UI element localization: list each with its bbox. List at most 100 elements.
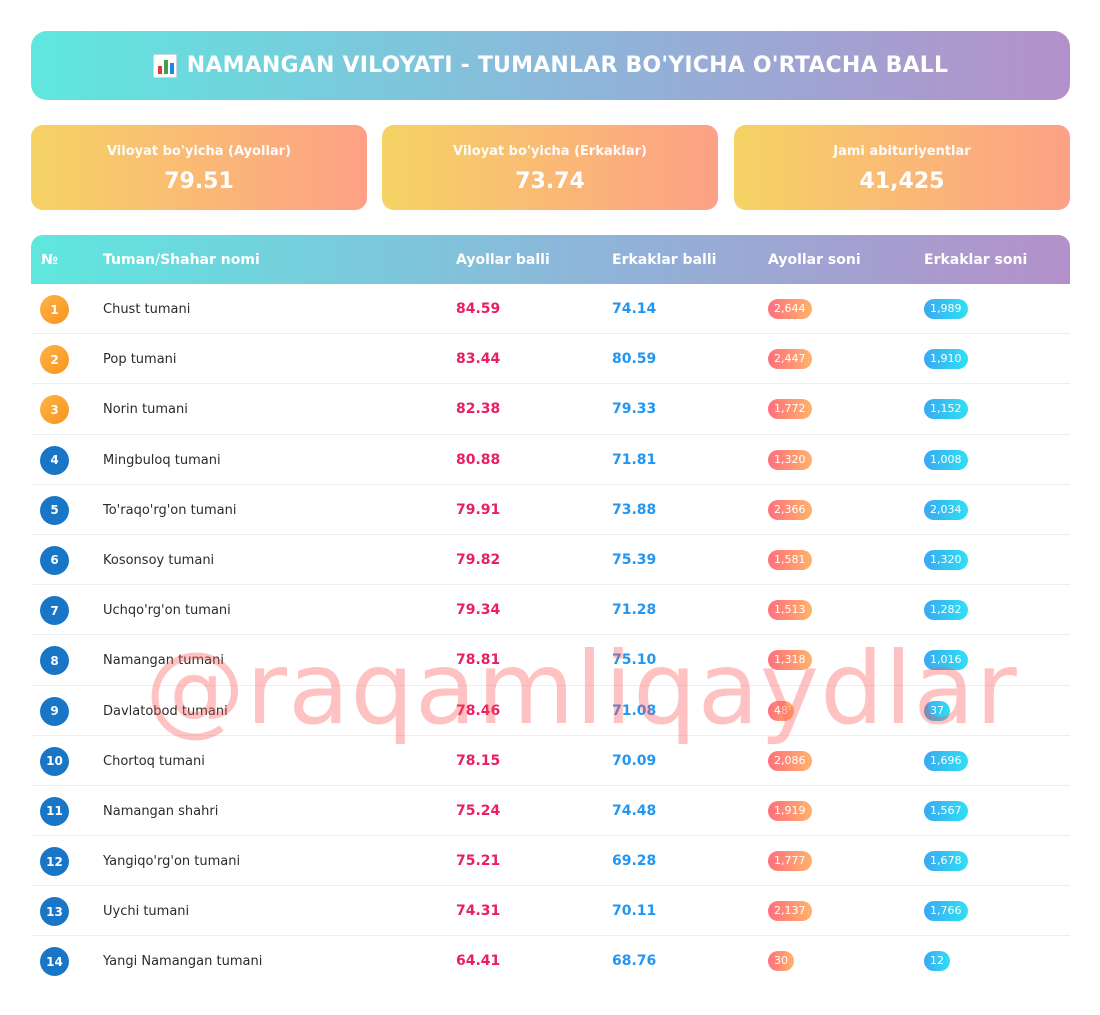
table-row: 1 Chust tumani 84.59 74.14 2,644 1,989 [31, 284, 1070, 335]
table-row: 12 Yangiqo'rg'on tumani 75.21 69.28 1,777 1,6… [31, 836, 1070, 887]
district-name: Pop tumani [103, 352, 177, 368]
male-score: 71.08 [612, 702, 657, 719]
table-row: 8 Namangan tumani 78.81 75.10 1,318 1,016 [31, 635, 1070, 686]
female-score: 79.82 [456, 551, 501, 568]
stat-label: Jami abituriyentlar [833, 144, 971, 159]
rank-badge: 2 [40, 345, 69, 375]
column-header-male-count: Erkaklar soni [924, 252, 1028, 268]
district-name: Chortoq tumani [103, 753, 205, 769]
male-count-badge: 1,152 [924, 399, 968, 420]
female-score: 78.81 [456, 652, 501, 669]
district-name: Chust tumani [103, 302, 191, 317]
female-score: 79.34 [456, 602, 501, 619]
rank-badge: 1 [40, 295, 69, 324]
rank-badge: 10 [40, 746, 69, 776]
female-count-badge: 48 [768, 700, 794, 721]
table-row: 3 Norin tumani 82.38 79.33 1,772 1,152 [31, 384, 1070, 435]
male-score: 71.81 [612, 451, 657, 468]
male-score: 68.76 [612, 953, 657, 970]
male-count-badge: 1,696 [924, 750, 968, 771]
female-score: 74.31 [456, 903, 501, 920]
female-count-badge: 1,772 [768, 399, 812, 420]
male-count-badge: 1,766 [924, 901, 968, 922]
male-count-badge: 1,008 [924, 449, 968, 470]
female-count-badge: 1,320 [768, 449, 812, 470]
female-count-badge: 2,366 [768, 499, 812, 520]
rank-badge: 4 [40, 445, 69, 475]
female-count-badge: 1,513 [768, 600, 812, 621]
rank-badge: 11 [40, 796, 69, 826]
rank-badge: 12 [40, 847, 69, 877]
column-header-female-count: Ayollar soni [768, 252, 861, 268]
male-count-badge: 1,320 [924, 549, 968, 570]
district-name: Namangan tumani [103, 653, 224, 669]
table-row: 7 Uchqo'rg'on tumani 79.34 71.28 1,513 1,282 [31, 585, 1070, 636]
male-score: 69.28 [612, 853, 657, 870]
page-title: NAMANGAN VILOYATI - TUMANLAR BO'YICHA O'… [186, 53, 949, 78]
female-score: 84.59 [456, 301, 501, 317]
column-header-female-score: Ayollar balli [456, 252, 550, 268]
male-count-badge: 1,016 [924, 650, 968, 671]
table-row: 9 Davlatobod tumani 78.46 71.08 48 37 [31, 686, 1070, 736]
male-score: 70.11 [612, 903, 657, 920]
summary-cards: Viloyat bo'yicha (Ayollar) 79.51 Viloyat… [31, 125, 1070, 210]
table-row: 14 Yangi Namangan tumani 64.41 68.76 30 12 [31, 936, 1070, 986]
female-score: 78.46 [456, 702, 501, 719]
column-header-name: Tuman/Shahar nomi [103, 252, 260, 268]
rank-badge: 8 [40, 646, 69, 676]
female-count-badge: 1,318 [768, 650, 812, 671]
male-count-badge: 1,678 [924, 851, 968, 872]
column-header-male-score: Erkaklar balli [612, 252, 717, 268]
female-count-badge: 1,919 [768, 800, 812, 821]
table-header: № Tuman/Shahar nomi Ayollar balli Erkakl… [31, 235, 1070, 284]
stat-value: 73.74 [515, 169, 585, 194]
female-score: 64.41 [456, 953, 501, 970]
rank-badge: 6 [40, 545, 69, 575]
male-score: 75.39 [612, 551, 657, 568]
female-count-badge: 1,581 [768, 549, 812, 570]
rank-badge: 14 [40, 947, 69, 977]
district-name: To'raqo'rg'on tumani [103, 502, 237, 518]
female-count-badge: 30 [768, 951, 794, 972]
female-score: 82.38 [456, 401, 501, 418]
stat-label: Viloyat bo'yicha (Erkaklar) [453, 144, 647, 159]
male-count-badge: 1,282 [924, 600, 968, 621]
male-count-badge: 37 [924, 700, 950, 721]
rank-badge: 13 [40, 897, 69, 927]
rank-badge: 5 [40, 495, 69, 525]
female-score: 75.21 [456, 853, 501, 870]
bar-chart-icon [152, 53, 177, 78]
female-score: 83.44 [456, 351, 501, 368]
table-row: 2 Pop tumani 83.44 80.59 2,447 1,910 [31, 334, 1070, 385]
male-score: 80.59 [612, 351, 657, 368]
district-name: Mingbuloq tumani [103, 452, 221, 468]
male-count-badge: 1,989 [924, 299, 968, 319]
male-score: 79.33 [612, 401, 657, 418]
male-count-badge: 12 [924, 951, 950, 972]
page-header: NAMANGAN VILOYATI - TUMANLAR BO'YICHA O'… [31, 31, 1070, 100]
female-count-badge: 1,777 [768, 851, 812, 872]
male-score: 70.09 [612, 752, 657, 769]
table-row: 4 Mingbuloq tumani 80.88 71.81 1,320 1,008 [31, 435, 1070, 485]
table-row: 13 Uychi tumani 74.31 70.11 2,137 1,766 [31, 886, 1070, 937]
female-score: 75.24 [456, 802, 501, 819]
district-name: Uchqo'rg'on tumani [103, 603, 231, 619]
female-count-badge: 2,086 [768, 750, 812, 771]
female-score: 79.91 [456, 501, 501, 518]
stat-label: Viloyat bo'yicha (Ayollar) [106, 144, 292, 159]
male-score: 73.88 [612, 501, 657, 518]
district-name: Namangan shahri [103, 803, 219, 819]
stat-card-male-average: Viloyat bo'yicha (Erkaklar) 73.74 [382, 125, 718, 210]
table-row: 10 Chortoq tumani 78.15 70.09 2,086 1,696 [31, 736, 1070, 786]
female-count-badge: 2,447 [768, 349, 812, 370]
districts-table: № Tuman/Shahar nomi Ayollar balli Erkakl… [31, 235, 1070, 987]
district-name: Yangi Namangan tumani [103, 954, 263, 970]
district-name: Uychi tumani [103, 904, 190, 920]
stat-value: 79.51 [164, 169, 234, 194]
stat-card-female-average: Viloyat bo'yicha (Ayollar) 79.51 [31, 125, 367, 210]
district-name: Norin tumani [103, 402, 188, 418]
district-name: Kosonsoy tumani [103, 552, 215, 568]
stat-card-total-applicants: Jami abituriyentlar 41,425 [734, 125, 1070, 210]
rank-badge: 9 [40, 696, 69, 726]
female-count-badge: 2,644 [768, 299, 812, 319]
